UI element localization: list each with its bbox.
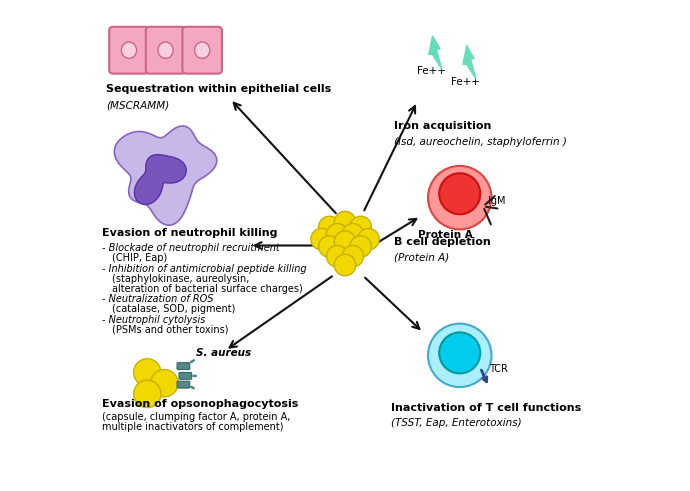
Circle shape xyxy=(440,173,480,214)
Text: (CHIP, Eap): (CHIP, Eap) xyxy=(112,253,167,263)
Circle shape xyxy=(428,166,491,229)
Text: (capsule, clumping factor A, protein A,: (capsule, clumping factor A, protein A, xyxy=(102,412,290,422)
FancyBboxPatch shape xyxy=(177,363,190,370)
Text: (TSST, Eap, Enterotoxins): (TSST, Eap, Enterotoxins) xyxy=(391,418,522,428)
Text: (Protein A): (Protein A) xyxy=(394,252,449,262)
FancyBboxPatch shape xyxy=(146,27,186,74)
Circle shape xyxy=(334,231,356,252)
Circle shape xyxy=(357,228,380,250)
Circle shape xyxy=(440,332,480,374)
Text: Fe++: Fe++ xyxy=(417,66,446,76)
Text: S. aureus: S. aureus xyxy=(196,348,251,358)
Circle shape xyxy=(342,223,364,245)
Circle shape xyxy=(134,380,161,408)
Text: Iron acquisition: Iron acquisition xyxy=(394,121,491,131)
Text: - Inhibition of antimicrobial peptide killing: - Inhibition of antimicrobial peptide ki… xyxy=(102,264,306,274)
Polygon shape xyxy=(428,36,442,69)
Text: alteration of bacterial surface charges): alteration of bacterial surface charges) xyxy=(112,284,302,294)
Circle shape xyxy=(350,236,371,257)
Circle shape xyxy=(334,254,356,276)
FancyBboxPatch shape xyxy=(179,373,192,379)
Text: Inactivation of T cell functions: Inactivation of T cell functions xyxy=(391,403,582,413)
Text: (PSMs and other toxins): (PSMs and other toxins) xyxy=(112,325,228,334)
Text: (MSCRAMM): (MSCRAMM) xyxy=(106,100,169,110)
Circle shape xyxy=(326,246,348,267)
Text: (staphylokinase, aureolysin,: (staphylokinase, aureolysin, xyxy=(112,274,249,284)
FancyBboxPatch shape xyxy=(109,27,149,74)
Text: Evasion of opsonophagocytosis: Evasion of opsonophagocytosis xyxy=(102,399,298,409)
Circle shape xyxy=(326,223,348,245)
Polygon shape xyxy=(135,155,186,205)
Circle shape xyxy=(310,228,333,250)
Text: multiple inactivators of complement): multiple inactivators of complement) xyxy=(102,422,284,432)
Text: - Blockade of neutrophil recruitment: - Blockade of neutrophil recruitment xyxy=(102,243,279,253)
Circle shape xyxy=(334,211,356,233)
Circle shape xyxy=(319,216,340,238)
Text: TCR: TCR xyxy=(489,363,509,374)
Text: Sequestration within epithelial cells: Sequestration within epithelial cells xyxy=(106,84,331,94)
Circle shape xyxy=(150,370,178,397)
Ellipse shape xyxy=(121,42,137,58)
Circle shape xyxy=(342,246,364,267)
Text: - Neutrophil cytolysis: - Neutrophil cytolysis xyxy=(102,315,205,325)
Text: B cell depletion: B cell depletion xyxy=(394,237,491,246)
Polygon shape xyxy=(115,126,217,225)
Circle shape xyxy=(350,216,371,238)
Circle shape xyxy=(428,324,491,387)
Ellipse shape xyxy=(195,42,210,58)
Circle shape xyxy=(134,359,161,386)
FancyBboxPatch shape xyxy=(182,27,222,74)
FancyBboxPatch shape xyxy=(177,381,190,388)
Text: Evasion of neutrophil killing: Evasion of neutrophil killing xyxy=(102,228,277,239)
Text: (Isd, aureochelin, staphyloferrin ): (Isd, aureochelin, staphyloferrin ) xyxy=(394,136,566,147)
Text: - Neutralization of ROS: - Neutralization of ROS xyxy=(102,294,213,304)
Text: Protein A: Protein A xyxy=(417,230,473,240)
Polygon shape xyxy=(463,46,476,79)
Circle shape xyxy=(319,236,340,257)
Ellipse shape xyxy=(158,42,173,58)
Text: IgM: IgM xyxy=(488,195,505,206)
Text: (catalase, SOD, pigment): (catalase, SOD, pigment) xyxy=(112,304,235,314)
Text: Fe++: Fe++ xyxy=(451,77,480,87)
